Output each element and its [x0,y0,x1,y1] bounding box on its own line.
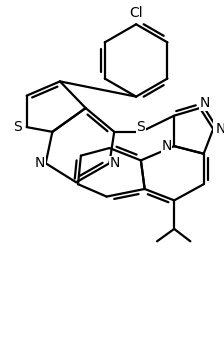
Text: N: N [216,122,224,136]
Text: N: N [161,139,172,153]
Text: N: N [35,156,45,170]
Text: S: S [136,120,145,134]
Text: N: N [199,96,210,110]
Text: Cl: Cl [129,6,143,20]
Text: N: N [110,156,120,170]
Text: S: S [13,120,22,134]
